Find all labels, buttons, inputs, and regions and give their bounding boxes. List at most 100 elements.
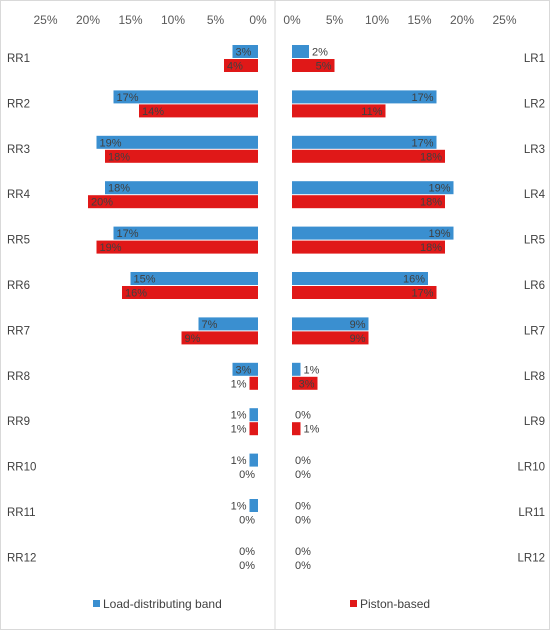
data-label-right-load-lr6: 16% <box>403 274 425 286</box>
data-label-right-piston-lr2: 11% <box>361 106 382 118</box>
data-label-left-load-rr7: 7% <box>202 319 218 331</box>
data-label-left-load-rr11: 1% <box>231 501 247 513</box>
bar-right-load-lr7 <box>292 317 369 331</box>
data-label-left-load-rr10: 1% <box>231 455 247 467</box>
data-label-left-load-rr12: 0% <box>239 546 255 558</box>
legend-swatch-piston <box>350 600 357 607</box>
data-label-right-load-lr11: 0% <box>295 501 311 513</box>
data-label-left-piston-rr8: 1% <box>231 378 247 390</box>
data-label-left-load-rr9: 1% <box>231 410 247 422</box>
bar-left-load-rr10 <box>249 453 258 467</box>
legend-swatch-load <box>93 600 100 607</box>
data-label-right-piston-lr8: 3% <box>299 378 315 390</box>
bar-right-load-lr8 <box>292 362 301 376</box>
data-label-right-piston-lr5: 18% <box>420 242 442 254</box>
data-label-left-piston-rr5: 19% <box>100 242 122 254</box>
tick-label-right-15: 15% <box>407 13 431 27</box>
bar-left-load-rr5 <box>113 226 258 240</box>
bar-right-piston-lr9 <box>292 422 301 436</box>
category-label-lr3: LR3 <box>524 144 545 156</box>
data-label-left-piston-rr6: 16% <box>125 288 147 300</box>
bar-right-load-lr5 <box>292 226 454 240</box>
bar-left-load-rr6 <box>130 272 258 285</box>
category-label-rr9: RR9 <box>7 416 30 428</box>
category-label-rr12: RR12 <box>7 552 36 564</box>
bar-left-load-rr2 <box>113 90 258 104</box>
legend-label-piston: Piston-based <box>360 597 430 611</box>
category-label-rr1: RR1 <box>7 53 30 65</box>
bar-left-piston-rr3 <box>105 149 258 163</box>
data-label-right-piston-lr9: 1% <box>304 424 320 436</box>
category-label-rr2: RR2 <box>7 98 30 110</box>
category-label-rr11: RR11 <box>7 507 36 519</box>
bar-right-piston-lr3 <box>292 149 445 163</box>
data-label-right-piston-lr7: 9% <box>350 333 366 345</box>
legend-label-load: Load-distributing band <box>103 597 222 611</box>
bar-left-load-rr9 <box>249 408 258 422</box>
data-label-left-piston-rr1: 4% <box>227 61 243 73</box>
data-label-right-load-lr3: 17% <box>411 137 433 149</box>
category-label-lr5: LR5 <box>524 235 545 247</box>
data-label-right-piston-lr11: 0% <box>295 515 311 527</box>
bar-left-piston-rr8 <box>249 376 258 390</box>
data-label-right-load-lr10: 0% <box>295 455 311 467</box>
data-label-left-piston-rr7: 9% <box>185 333 201 345</box>
bar-left-load-rr11 <box>249 499 258 512</box>
data-label-left-piston-rr3: 18% <box>108 151 130 163</box>
tick-label-right-20: 20% <box>450 13 474 27</box>
bar-right-load-lr2 <box>292 90 437 104</box>
category-label-lr1: LR1 <box>524 53 545 65</box>
category-label-lr12: LR12 <box>518 552 546 564</box>
axis-ticks: 25% 20% 15% 10% 5% 0% 0% 5% 10% 15% 20% 25% <box>33 13 516 27</box>
data-label-right-load-lr8: 1% <box>304 364 320 376</box>
tick-label-right-10: 10% <box>365 13 389 27</box>
data-label-right-load-lr5: 19% <box>428 228 450 240</box>
data-label-right-piston-lr4: 18% <box>420 197 442 209</box>
bar-left-piston-rr9 <box>249 422 258 436</box>
category-label-lr6: LR6 <box>524 280 545 292</box>
data-label-right-load-lr9: 0% <box>295 410 311 422</box>
legend: Load-distributing band Piston-based <box>93 597 430 611</box>
category-label-lr8: LR8 <box>524 371 545 383</box>
bar-left-load-rr1 <box>232 45 258 58</box>
tick-label-right-25: 25% <box>492 13 516 27</box>
bar-right-load-lr3 <box>292 135 437 149</box>
category-label-rr7: RR7 <box>7 325 30 337</box>
bar-right-piston-lr4 <box>292 195 445 209</box>
bar-right-piston-lr1 <box>292 59 335 72</box>
tick-label-left-20: 20% <box>76 13 100 27</box>
tick-label-left-0: 0% <box>249 13 267 27</box>
data-label-left-load-rr3: 19% <box>100 137 122 149</box>
category-label-lr11: LR11 <box>518 507 545 519</box>
bar-left-piston-rr6 <box>122 286 258 299</box>
data-label-right-piston-lr12: 0% <box>295 560 311 572</box>
bar-left-load-rr8 <box>232 362 258 376</box>
bar-left-piston-rr5 <box>96 240 258 254</box>
data-label-left-piston-rr11: 0% <box>239 515 255 527</box>
data-label-left-load-rr6: 15% <box>134 274 156 286</box>
bar-right-piston-lr5 <box>292 240 445 254</box>
data-label-left-load-rr2: 17% <box>117 92 139 104</box>
category-label-rr10: RR10 <box>7 462 36 474</box>
data-label-left-piston-rr2: 14% <box>142 106 164 118</box>
tick-label-left-10: 10% <box>161 13 185 27</box>
bar-right-piston-lr8 <box>292 376 318 390</box>
bar-left-piston-rr2 <box>139 104 258 118</box>
category-labels: RR1 RR2 RR3 RR4 RR5 RR6 RR7 RR8 RR9 RR10 RR11 RR12 L… <box>7 53 546 564</box>
data-label-right-load-lr2: 17% <box>411 92 433 104</box>
bar-left-piston-rr7 <box>181 331 258 345</box>
category-label-rr8: RR8 <box>7 371 30 383</box>
bar-left-load-rr4 <box>105 181 258 195</box>
bar-right-piston-lr7 <box>292 331 369 345</box>
data-label-left-piston-rr4: 20% <box>91 197 113 209</box>
data-label-right-load-lr7: 9% <box>350 319 366 331</box>
data-label-right-piston-lr6: 17% <box>411 288 433 300</box>
data-label-left-piston-rr10: 0% <box>239 469 255 481</box>
bar-right-load-lr4 <box>292 181 454 195</box>
bar-left-load-rr3 <box>96 135 258 149</box>
data-labels: 3% 17% 19% 18% 17% 15% 7% 3% 1% 1% 1% 0% 4% 14% 18% 20%… <box>91 47 451 572</box>
data-label-left-load-rr8: 3% <box>236 364 252 376</box>
bar-right-load-lr6 <box>292 272 428 285</box>
